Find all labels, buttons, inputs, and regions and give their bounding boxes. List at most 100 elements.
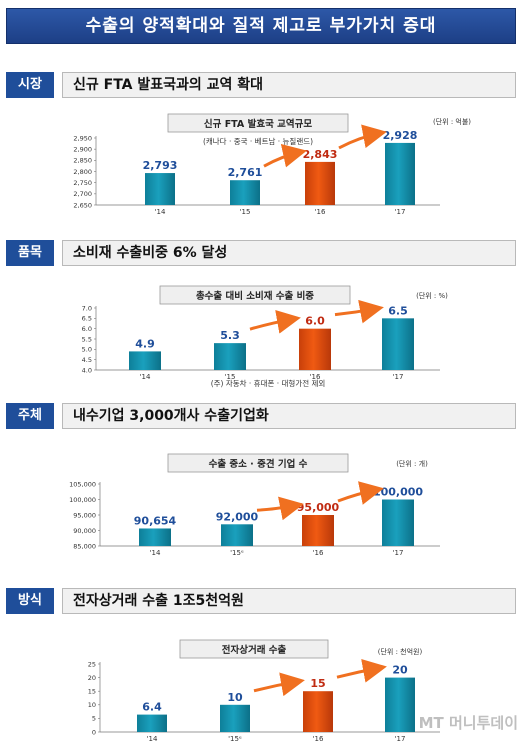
section-tag: 주체 — [6, 403, 54, 429]
growth-arrow — [253, 672, 305, 697]
section-items: 품목 소비재 수출비중 6% 달성 — [6, 240, 518, 266]
chart-sme-exporters: 수출 중소 · 중견 기업 수 (단위 : 개) 105,000 100,000 95,… — [0, 450, 512, 565]
watermark-logo: MT 머니투데이 — [418, 714, 518, 732]
bar — [303, 691, 333, 732]
section-headline: 신규 FTA 발표국과의 교역 확대 — [62, 72, 516, 98]
data-label: 10 — [227, 691, 243, 704]
y-tick-label: 25 — [88, 660, 96, 668]
section-headline: 전자상거래 수출 1조5천억원 — [62, 588, 516, 614]
data-label: 100,000 — [373, 486, 423, 499]
x-tick-label: '17 — [395, 735, 406, 743]
bar — [220, 704, 250, 732]
data-label: 6.0 — [305, 315, 325, 328]
y-tick-label: 2,950 — [73, 134, 92, 142]
chart-title: 전자상거래 수출 — [222, 644, 287, 656]
chart-title: 수출 중소 · 중견 기업 수 — [209, 458, 308, 470]
section-tag: 시장 — [6, 72, 54, 98]
chart-subtitle: (캐나다 · 중국 · 베트남 · 뉴질랜드) — [203, 136, 313, 146]
y-tick-label: 5 — [92, 715, 96, 723]
x-tick-label: '17 — [393, 549, 404, 557]
y-tick-label: 2,750 — [73, 179, 92, 187]
chart-title-box — [167, 113, 349, 133]
y-tick-label: 7.0 — [82, 304, 92, 312]
x-tick-label: '14 — [150, 549, 161, 557]
chart-footnote: (주) 자동차 · 휴대폰 · 대형가전 제외 — [211, 378, 326, 388]
y-tick-label: 15 — [88, 688, 96, 696]
y-tick-label: 95,000 — [73, 511, 96, 519]
data-label: 6.4 — [142, 701, 162, 714]
bar — [305, 161, 335, 205]
growth-arrow — [249, 310, 301, 334]
unit-label: (단위 : 개) — [396, 459, 428, 468]
data-label: 92,000 — [216, 510, 259, 523]
unit-label: (단위 : 억불) — [433, 117, 471, 126]
y-tick-label: 85,000 — [73, 542, 96, 550]
y-tick-label: 6.0 — [82, 325, 92, 333]
y-tick-label: 2,800 — [73, 168, 92, 176]
data-label: 15 — [310, 677, 325, 690]
data-label: 2,843 — [303, 148, 338, 161]
x-tick-label: '15ᵉ — [228, 735, 242, 743]
y-tick-label: 20 — [88, 674, 96, 682]
bar — [302, 515, 334, 546]
y-tick-label: 0 — [92, 728, 96, 736]
bar — [230, 180, 260, 205]
y-tick-label: 5.5 — [82, 335, 92, 343]
x-tick-label: '14 — [140, 373, 151, 381]
x-tick-label: '17 — [395, 208, 406, 216]
x-tick-label: '16 — [310, 373, 321, 381]
x-tick-label: '15 — [240, 208, 251, 216]
growth-arrow — [336, 659, 387, 683]
chart-consumer-goods-share: 총수출 대비 소비재 수출 비중 (단위 : %) 7.0 6.5 6.0 5.5 5.0 4… — [0, 282, 512, 392]
chart-title-box — [159, 285, 351, 305]
data-label: 95,000 — [297, 501, 340, 514]
data-label: 6.5 — [388, 304, 408, 317]
y-tick-label: 4.0 — [82, 366, 92, 374]
data-label: 5.3 — [220, 329, 240, 342]
bar — [139, 528, 171, 546]
chart-ecommerce-exports: 전자상거래 수출 (단위 : 천억원) 25 20 15 10 5 0 6.4 '14 10 '15… — [0, 634, 512, 747]
chart-title-box — [167, 453, 349, 473]
main-title: 수출의 양적확대와 질적 제고로 부가가치 증대 — [6, 8, 516, 44]
x-tick-label: '17 — [393, 373, 404, 381]
bar — [137, 714, 167, 732]
bar — [129, 351, 161, 370]
x-tick-label: '14 — [155, 208, 166, 216]
y-tick-label: 90,000 — [73, 527, 96, 535]
y-tick-label: 5.0 — [82, 346, 92, 354]
bar — [385, 677, 415, 732]
y-tick-label: 2,900 — [73, 145, 92, 153]
unit-label: (단위 : 천억원) — [378, 647, 423, 656]
section-headline: 소비재 수출비중 6% 달성 — [62, 240, 516, 266]
x-tick-label: '16 — [315, 208, 326, 216]
y-tick-label: 100,000 — [69, 496, 96, 504]
y-tick-label: 2,650 — [73, 201, 92, 209]
section-market: 시장 신규 FTA 발표국과의 교역 확대 — [6, 72, 518, 98]
section-tag: 방식 — [6, 588, 54, 614]
x-tick-label: '16 — [313, 549, 324, 557]
growth-arrow — [338, 124, 387, 150]
y-tick-label: 6.5 — [82, 315, 92, 323]
data-label: 4.9 — [135, 337, 155, 350]
bar — [382, 499, 414, 546]
data-label: 2,793 — [143, 159, 178, 172]
bar — [221, 524, 253, 546]
bar — [385, 142, 415, 205]
chart-fta-trade: 신규 FTA 발효국 교역규모 (캐나다 · 중국 · 베트남 · 뉴질랜드) (단… — [0, 110, 512, 225]
y-tick-label: 4.5 — [82, 356, 92, 364]
growth-arrow — [334, 299, 384, 324]
unit-label: (단위 : %) — [416, 291, 448, 300]
section-method: 방식 전자상거래 수출 1조5천억원 — [6, 588, 518, 614]
data-label: 90,654 — [134, 514, 177, 527]
y-tick-label: 2,700 — [73, 190, 92, 198]
growth-arrow — [256, 496, 304, 521]
bar — [382, 318, 414, 370]
y-tick-label: 105,000 — [69, 480, 96, 488]
section-subject: 주체 내수기업 3,000개사 수출기업화 — [6, 403, 518, 429]
bar — [299, 328, 331, 370]
y-tick-label: 2,850 — [73, 157, 92, 165]
data-label: 20 — [392, 664, 408, 677]
x-tick-label: '14 — [147, 735, 158, 743]
chart-title: 신규 FTA 발효국 교역규모 — [204, 118, 312, 130]
growth-arrow — [337, 481, 384, 505]
